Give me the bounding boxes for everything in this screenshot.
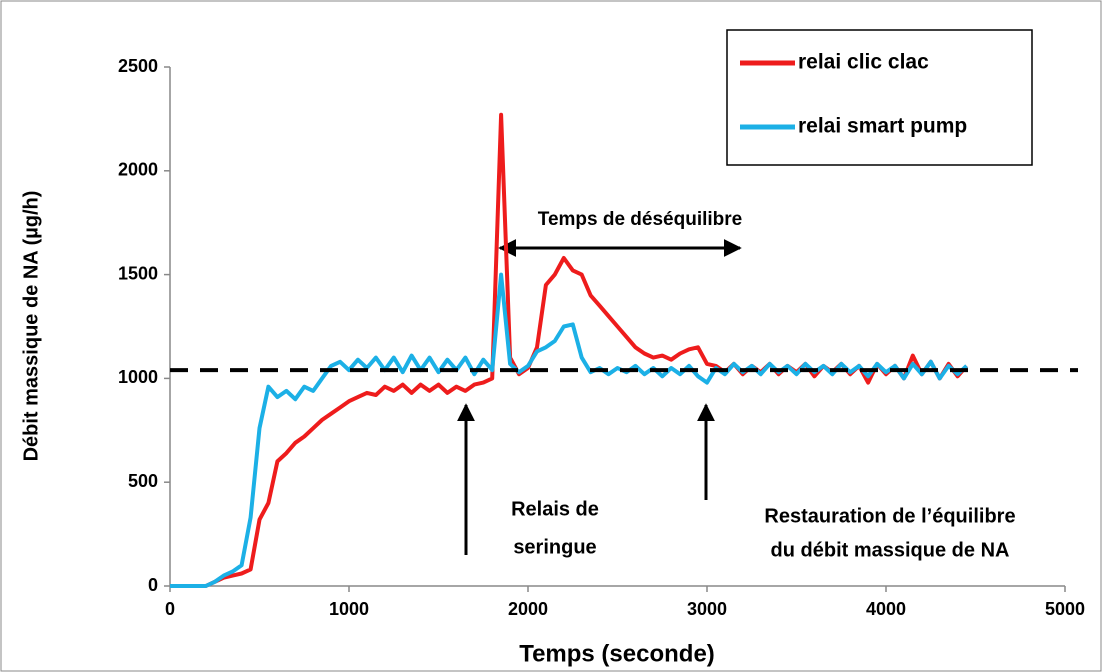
legend-label: relai smart pump	[798, 115, 967, 138]
y-tick-label: 1000	[118, 367, 158, 387]
legend	[726, 29, 1033, 166]
x-tick-label: 4000	[866, 599, 906, 619]
x-tick-label: 5000	[1045, 599, 1085, 619]
x-tick-label: 2000	[508, 599, 548, 619]
x-axis-label: Temps (seconde)	[519, 640, 715, 667]
x-tick-label: 0	[165, 599, 175, 619]
y-tick-label: 2000	[118, 160, 158, 180]
series-line	[170, 272, 968, 588]
y-tick-label: 0	[148, 575, 158, 595]
x-tick-label: 1000	[329, 599, 369, 619]
restore-label: du débit massique de NA	[771, 539, 1010, 561]
imbalance-label: Temps de déséquilibre	[538, 209, 742, 230]
y-tick-label: 500	[128, 471, 158, 491]
y-tick-label: 2500	[118, 56, 158, 76]
x-tick-label: 3000	[687, 599, 727, 619]
relay-label: Relais de	[511, 498, 599, 520]
y-tick-label: 1500	[118, 263, 158, 283]
restore-label: Restauration de l’équilibre	[764, 505, 1015, 527]
relay-label: seringue	[513, 536, 596, 558]
legend-label: relai clic clac	[798, 51, 929, 74]
y-axis-label: Débit massique de NA (µg/h)	[20, 191, 42, 462]
